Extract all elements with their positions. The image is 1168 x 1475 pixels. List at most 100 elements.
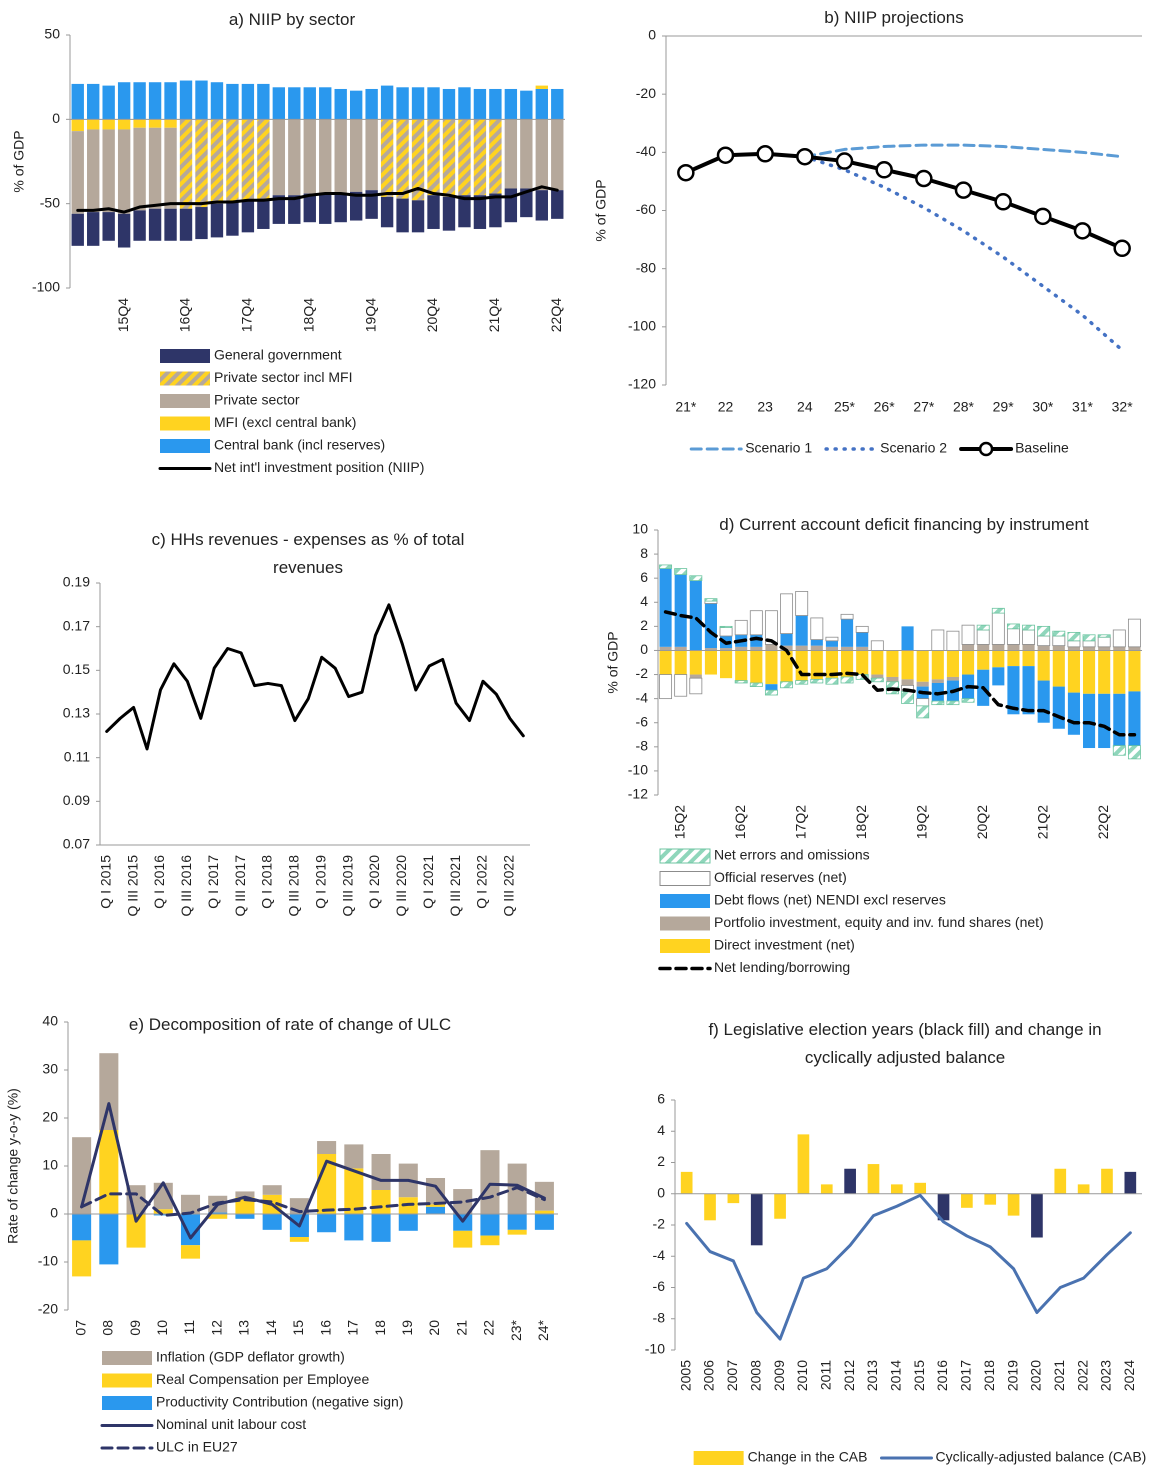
bar [87, 83, 100, 120]
line [105, 603, 525, 751]
bar [659, 568, 672, 647]
x-tick-label: 2010 [794, 1360, 810, 1391]
bar [241, 200, 255, 233]
bar [704, 650, 717, 675]
y-tick-label: -10 [628, 762, 648, 778]
bar [1128, 691, 1141, 746]
bar [489, 193, 502, 228]
bar [371, 1214, 391, 1242]
marker [954, 181, 973, 199]
bar [272, 195, 286, 224]
bar [235, 1191, 255, 1198]
chart-title: a) NIIP by sector [228, 10, 356, 29]
bar [1022, 644, 1035, 651]
bar [1007, 644, 1020, 651]
x-tick-label: 19Q4 [362, 298, 378, 332]
bar [916, 650, 929, 682]
y-tick-label: 0 [50, 1205, 58, 1221]
chart-panel: -20 -10 0 10 20 30 40 Rate of change y-o-y (%) 0… [5, 1013, 558, 1455]
bar [1067, 631, 1081, 642]
y-tick-label: -80 [636, 259, 656, 275]
y-tick-label: -2 [636, 665, 649, 681]
bar [1113, 693, 1126, 746]
bar [179, 208, 193, 241]
bar [1022, 666, 1035, 715]
bar [719, 627, 733, 637]
bar [153, 1214, 173, 1216]
bar [164, 127, 177, 209]
y-tick-label: 0 [52, 110, 60, 126]
bar [344, 1168, 364, 1214]
bar [235, 1214, 255, 1219]
bar [489, 88, 502, 120]
bar [535, 119, 548, 191]
bar [317, 1141, 337, 1154]
bar [992, 650, 1005, 668]
x-tick-label: 2013 [864, 1360, 880, 1391]
legend-label: Nominal unit labour cost [156, 1416, 306, 1432]
bar [810, 645, 823, 651]
y-tick-label: -2 [653, 1216, 666, 1232]
bar [551, 88, 564, 120]
bar [1037, 680, 1050, 723]
x-tick-label: Q III 2022 [501, 855, 517, 917]
bar [1022, 624, 1036, 631]
bar [226, 201, 239, 236]
bar [425, 1178, 446, 1205]
bar [344, 1144, 364, 1169]
bar [303, 193, 316, 223]
bar [1077, 1184, 1090, 1194]
bar [855, 625, 869, 633]
bar [1082, 640, 1096, 648]
bar [257, 119, 270, 199]
y-tick-label: 8 [640, 545, 648, 561]
bar [841, 646, 854, 651]
x-tick-label: 22Q2 [1095, 805, 1111, 839]
bar [99, 1130, 119, 1214]
bar [961, 698, 975, 703]
x-tick-label: Q III 2021 [447, 855, 463, 917]
bar [1067, 650, 1080, 693]
legend-label: Net int'l investment position (NIIP) [214, 459, 424, 475]
x-tick-label: 2018 [981, 1360, 997, 1391]
x-tick-label: 2006 [701, 1360, 717, 1391]
line [76, 185, 559, 214]
bar [727, 1193, 740, 1204]
bar [1007, 1193, 1020, 1216]
bar [195, 80, 208, 120]
bar [473, 88, 487, 120]
bar [480, 1214, 500, 1236]
legend-marker [978, 441, 994, 457]
line [683, 151, 1125, 251]
legend-label: Real Compensation per Employee [156, 1371, 369, 1387]
bar [797, 1134, 810, 1194]
x-tick-label: 2023 [1098, 1360, 1114, 1391]
legend-label: Private sector [214, 392, 300, 408]
bar [765, 650, 778, 685]
marker [994, 193, 1012, 211]
y-tick-label: 2 [657, 1153, 665, 1169]
y-tick-label: 0 [640, 641, 648, 657]
bar [195, 119, 208, 208]
bar [319, 119, 332, 194]
bar [1112, 745, 1126, 756]
bar [871, 650, 884, 675]
bar [1067, 646, 1080, 651]
bar [1127, 745, 1141, 760]
bar [241, 119, 255, 201]
x-tick-label: 2014 [888, 1360, 904, 1391]
x-tick-label: 2017 [958, 1360, 974, 1391]
chart-panel: 0.07 0.09 0.11 0.13 0.15 0.17 0.19 Q I 2015 Q II… [63, 574, 530, 917]
bar [380, 196, 394, 228]
bar [780, 650, 793, 682]
bar [179, 119, 193, 209]
bar [520, 119, 533, 189]
x-tick-label: 08 [100, 1320, 116, 1336]
legend-label: MFI (excl central bank) [214, 414, 356, 430]
y-tick-label: 0.11 [64, 748, 90, 764]
bar [1037, 635, 1051, 647]
x-tick-label: Q III 2018 [286, 855, 302, 917]
bar [102, 212, 115, 241]
y-tick-label: -6 [653, 1278, 666, 1294]
y-tick-label: 0.17 [63, 617, 90, 633]
